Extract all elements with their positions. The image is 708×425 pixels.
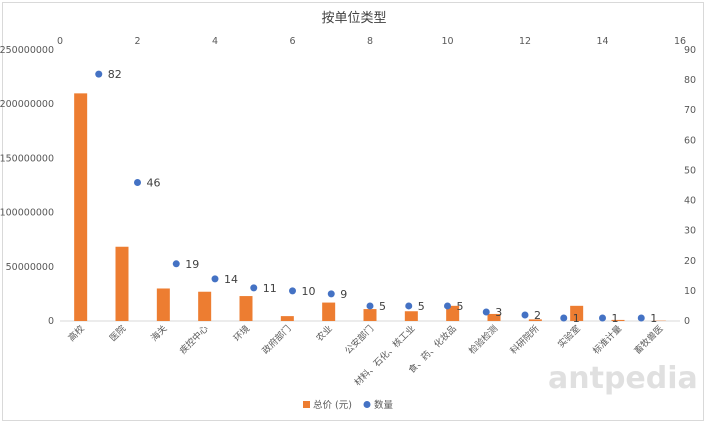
legend-label-dot: 数量 bbox=[374, 399, 394, 411]
data-point bbox=[405, 302, 413, 310]
bar bbox=[156, 288, 170, 321]
y-right-tick-label: 50 bbox=[684, 165, 696, 176]
category-label: 高校 bbox=[66, 323, 87, 344]
bar bbox=[280, 316, 294, 321]
data-label: 5 bbox=[457, 300, 464, 313]
data-point bbox=[134, 178, 141, 186]
x-top-tick-label: 10 bbox=[441, 36, 453, 47]
y-right-tick-label: 40 bbox=[684, 196, 696, 207]
bar bbox=[115, 246, 129, 321]
x-top-tick-label: 2 bbox=[134, 36, 140, 47]
y-right-tick-label: 20 bbox=[684, 256, 696, 267]
x-top-tick-label: 6 bbox=[289, 36, 295, 47]
bar bbox=[322, 302, 336, 321]
chart-title: 按单位类型 bbox=[321, 11, 386, 26]
data-point bbox=[327, 290, 335, 298]
data-label: 19 bbox=[185, 258, 199, 271]
data-label: 1 bbox=[612, 312, 619, 325]
data-point bbox=[172, 260, 180, 268]
y-right-tick-label: 30 bbox=[684, 226, 696, 237]
y-left-tick-label: 150000000 bbox=[0, 153, 54, 164]
category-label: 农业 bbox=[314, 323, 335, 344]
category-label: 疾控中心 bbox=[177, 323, 211, 357]
data-point bbox=[482, 308, 490, 316]
data-point bbox=[366, 302, 374, 310]
y-left-tick-label: 250000000 bbox=[0, 45, 54, 56]
category-label: 政府部门 bbox=[260, 323, 294, 357]
data-point bbox=[637, 314, 645, 322]
data-label: 9 bbox=[340, 288, 347, 301]
y-right-tick-label: 10 bbox=[684, 286, 696, 297]
data-point bbox=[521, 311, 529, 319]
category-label: 实验室 bbox=[555, 323, 583, 351]
bar bbox=[363, 309, 377, 321]
data-point bbox=[289, 287, 296, 295]
bar bbox=[446, 305, 460, 321]
data-label: 5 bbox=[418, 300, 425, 313]
category-label: 医院 bbox=[107, 323, 128, 344]
y-left-tick-label: 100000000 bbox=[0, 208, 54, 219]
legend-swatch-bar bbox=[303, 401, 310, 408]
y-right-tick-label: 80 bbox=[684, 75, 696, 86]
bar bbox=[198, 291, 212, 321]
data-point bbox=[95, 70, 103, 78]
bar bbox=[611, 319, 625, 321]
bar bbox=[487, 313, 501, 321]
x-top-tick-label: 0 bbox=[57, 36, 63, 47]
bars bbox=[74, 93, 666, 321]
axes: 0500000001000000001500000002000000002500… bbox=[0, 36, 696, 388]
y-left-tick-label: 200000000 bbox=[0, 99, 54, 110]
data-label: 10 bbox=[302, 285, 316, 298]
data-point bbox=[599, 314, 606, 322]
chart-frame bbox=[2, 2, 704, 421]
y-right-tick-label: 90 bbox=[684, 45, 696, 56]
legend-label-bar: 总价 (元) bbox=[313, 399, 352, 411]
y-right-tick-label: 0 bbox=[684, 316, 690, 327]
data-point bbox=[560, 314, 568, 322]
y-left-tick-label: 50000000 bbox=[6, 262, 54, 273]
bar bbox=[404, 311, 418, 321]
data-point bbox=[250, 284, 258, 292]
legend-swatch-dot bbox=[363, 401, 371, 408]
data-label: 5 bbox=[379, 300, 386, 313]
x-top-tick-label: 12 bbox=[519, 36, 531, 47]
data-label: 46 bbox=[147, 176, 161, 189]
category-label: 公安部门 bbox=[342, 323, 376, 357]
data-label: 82 bbox=[108, 68, 122, 81]
category-label: 科研院所 bbox=[508, 323, 542, 357]
x-top-tick-label: 14 bbox=[596, 36, 608, 47]
x-top-tick-label: 16 bbox=[674, 36, 686, 47]
category-label: 海关 bbox=[148, 323, 169, 344]
category-label: 畜牧兽医 bbox=[632, 323, 666, 357]
data-label: 1 bbox=[573, 312, 580, 325]
data-label: 11 bbox=[263, 282, 277, 295]
x-top-tick-label: 8 bbox=[367, 36, 373, 47]
data-point bbox=[211, 275, 219, 283]
watermark-logo: antpedia bbox=[548, 361, 698, 396]
data-label: 3 bbox=[495, 306, 502, 319]
y-right-tick-label: 60 bbox=[684, 135, 696, 146]
category-label: 环境 bbox=[231, 323, 252, 344]
data-label: 14 bbox=[224, 273, 238, 286]
y-left-tick-label: 0 bbox=[48, 316, 54, 327]
bar bbox=[528, 319, 542, 321]
category-label: 标准计量 bbox=[590, 323, 624, 357]
bar bbox=[239, 296, 253, 321]
category-label: 检验检测 bbox=[466, 323, 500, 357]
bar bbox=[74, 93, 88, 321]
data-point bbox=[444, 302, 451, 310]
data-label: 2 bbox=[534, 309, 541, 322]
x-top-tick-label: 4 bbox=[212, 36, 218, 47]
y-right-tick-label: 70 bbox=[684, 105, 696, 116]
data-label: 1 bbox=[650, 312, 657, 325]
legend: 总价 (元) 数量 bbox=[303, 399, 394, 411]
bar bbox=[570, 305, 584, 321]
